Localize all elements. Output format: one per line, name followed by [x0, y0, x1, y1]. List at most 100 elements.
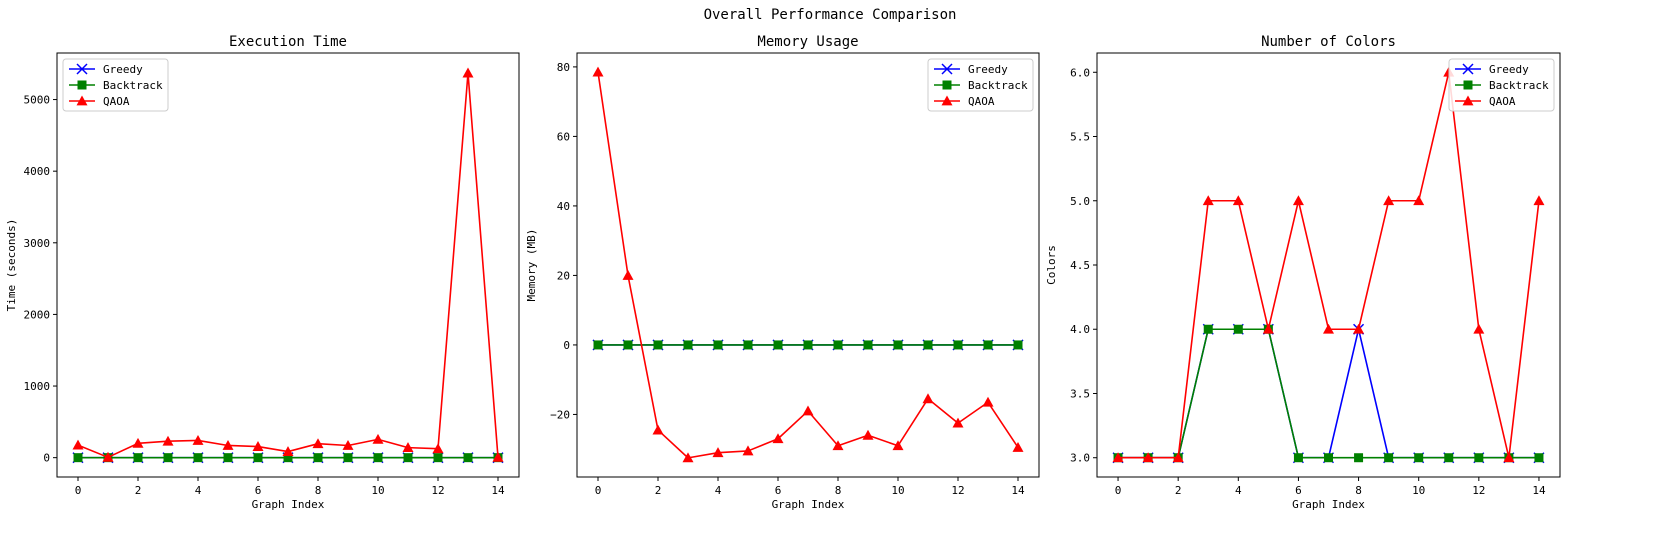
data-point-backtrack	[193, 453, 203, 463]
data-point-backtrack	[713, 340, 723, 350]
y-tick-label: 5.5	[1070, 131, 1090, 144]
series-qaoa	[592, 66, 1024, 463]
data-point-backtrack	[923, 340, 933, 350]
legend-marker	[941, 63, 953, 75]
data-point-backtrack	[1203, 324, 1213, 334]
x-tick-label: 10	[891, 484, 904, 497]
y-tick-label: 20	[557, 269, 570, 282]
data-point-backtrack	[893, 340, 903, 350]
y-tick-label: 3.0	[1070, 452, 1090, 465]
y-tick-label: −20	[550, 408, 570, 421]
x-axis-label: Graph Index	[772, 498, 845, 511]
y-axis-label: Time (seconds)	[5, 219, 18, 312]
data-point-backtrack	[283, 453, 293, 463]
data-point-qaoa	[1232, 195, 1244, 206]
legend: Greedy Backtrack QAOA	[62, 58, 169, 112]
x-tick-label: 14	[1011, 484, 1025, 497]
legend-label: Backtrack	[1489, 79, 1549, 92]
y-tick-label: 4.0	[1070, 323, 1090, 336]
data-point-qaoa	[342, 439, 354, 450]
data-point-qaoa	[1112, 452, 1124, 463]
series-qaoa	[1112, 66, 1545, 463]
x-tick-label: 4	[195, 484, 202, 497]
execution-time-chart: Execution Time 0 2 4 6 8 10 12 14 0 1000 2000 3000 40…	[5, 34, 520, 511]
data-point-qaoa	[492, 451, 504, 462]
y-tick-label: 1000	[24, 380, 51, 393]
data-point-qaoa	[102, 451, 114, 462]
data-point-qaoa	[1262, 323, 1274, 334]
data-point-qaoa	[1012, 441, 1024, 452]
data-point-qaoa	[372, 433, 384, 444]
y-axis-label: Colors	[1045, 245, 1058, 285]
data-point-backtrack	[863, 340, 873, 350]
x-tick-label: 6	[255, 484, 262, 497]
y-tick-label: 3000	[24, 237, 51, 250]
data-point-qaoa	[862, 429, 874, 440]
data-point-backtrack	[593, 340, 603, 350]
data-point-qaoa	[72, 439, 84, 450]
legend-label: QAOA	[1489, 95, 1516, 108]
data-point-backtrack	[1534, 453, 1544, 463]
y-tick-label: 0	[43, 452, 50, 465]
x-tick-label: 8	[835, 484, 842, 497]
legend-label: Greedy	[1489, 63, 1529, 76]
data-point-qaoa	[1353, 323, 1365, 334]
data-point-qaoa	[1473, 323, 1485, 334]
data-point-qaoa	[252, 441, 264, 451]
data-point-qaoa	[982, 396, 994, 407]
series-qaoa	[72, 67, 504, 462]
data-point-qaoa	[652, 424, 664, 435]
x-tick-label: 12	[1472, 484, 1485, 497]
x-tick-label: 6	[1295, 484, 1302, 497]
x-tick-label: 8	[1355, 484, 1362, 497]
x-tick-label: 0	[1115, 484, 1122, 497]
y-tick-label: 4.5	[1070, 259, 1090, 272]
data-point-backtrack	[373, 453, 383, 463]
data-point-qaoa	[462, 67, 474, 78]
data-point-qaoa	[682, 452, 694, 463]
legend-box	[927, 58, 1034, 112]
data-point-qaoa	[1323, 323, 1334, 334]
x-tick-label: 0	[75, 484, 82, 497]
legend-marker	[77, 80, 87, 90]
y-tick-label: 0	[563, 339, 570, 352]
data-point-backtrack	[773, 340, 783, 350]
x-tick-label: 4	[1235, 484, 1242, 497]
x-tick-label: 2	[135, 484, 142, 497]
data-point-qaoa	[1533, 195, 1545, 206]
data-point-backtrack	[313, 453, 323, 463]
data-point-backtrack	[253, 453, 263, 463]
y-tick-label: 5.0	[1070, 195, 1090, 208]
legend-label: Greedy	[968, 63, 1008, 76]
y-tick-label: 2000	[24, 308, 51, 321]
x-tick-label: 14	[491, 484, 505, 497]
data-point-backtrack	[833, 340, 843, 350]
data-point-backtrack	[73, 453, 83, 463]
y-tick-label: 60	[557, 130, 570, 143]
y-axis-label: Memory (MB)	[525, 229, 538, 302]
data-point-backtrack	[1233, 324, 1243, 334]
data-point-backtrack	[983, 340, 993, 350]
data-point-qaoa	[1383, 195, 1395, 206]
x-tick-label: 6	[775, 484, 782, 497]
data-point-qaoa	[222, 439, 234, 450]
data-point-backtrack	[1384, 453, 1394, 463]
legend-marker	[76, 63, 88, 75]
data-point-qaoa	[312, 438, 324, 449]
data-point-backtrack	[433, 453, 443, 463]
x-tick-label: 4	[715, 484, 722, 497]
data-point-qaoa	[832, 440, 844, 451]
data-point-backtrack	[403, 453, 413, 463]
data-point-qaoa	[772, 433, 784, 444]
data-point-backtrack	[223, 453, 233, 463]
x-tick-label: 2	[655, 484, 662, 497]
y-tick-label: 80	[557, 61, 570, 74]
y-tick-label: 4000	[24, 165, 51, 178]
chart-title: Execution Time	[229, 34, 347, 50]
data-point-qaoa	[712, 447, 724, 458]
data-point-qaoa	[132, 437, 144, 448]
data-point-qaoa	[282, 446, 294, 456]
y-tick-label: 40	[557, 200, 570, 213]
